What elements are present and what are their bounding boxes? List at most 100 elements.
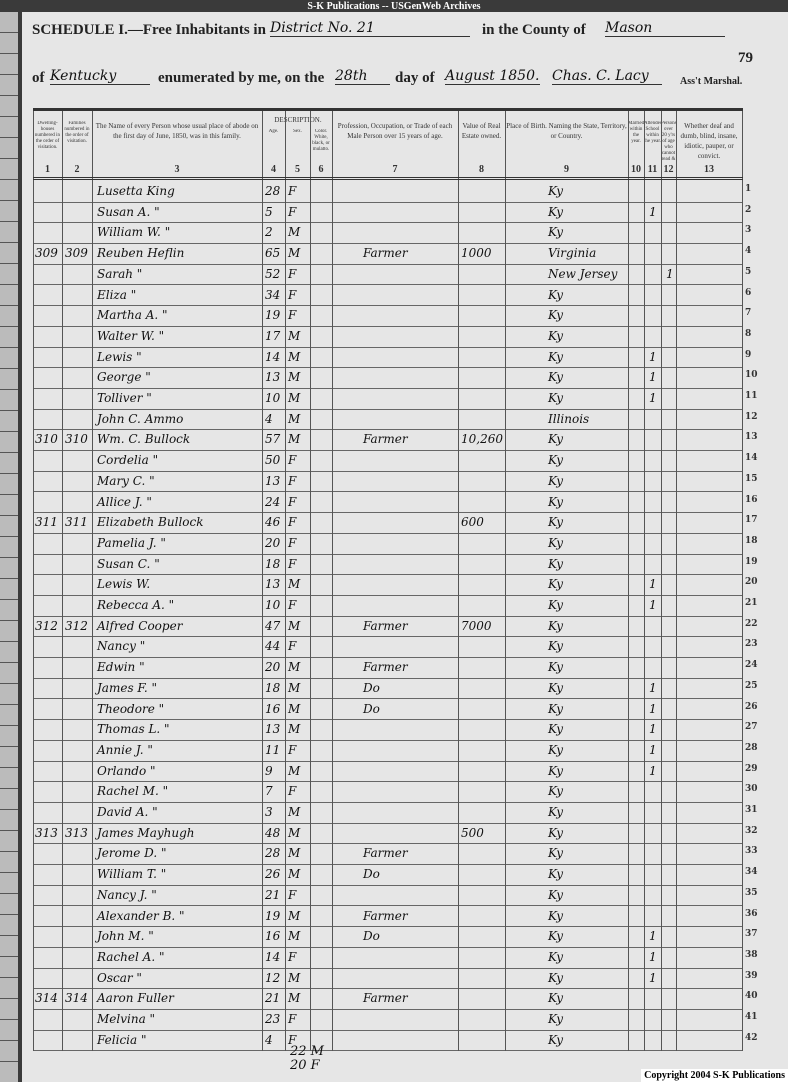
column-rule [62, 111, 63, 1051]
copyright-notice: Copyright 2004 S-K Publications [641, 1069, 788, 1082]
person-name: George " [97, 370, 151, 385]
sex: M [288, 970, 301, 985]
age: 65 [265, 246, 281, 261]
table-row: Thomas L. " 13 M Ky 1 27 [33, 719, 758, 741]
table-row: Lusetta King 28 F Ky 1 [33, 181, 751, 203]
table-row: Mary C. " 13 F Ky 15 [33, 471, 758, 493]
table-row: Pamelia J. " 20 F Ky 18 [33, 533, 758, 555]
age: 5 [265, 204, 273, 219]
line-number: 18 [745, 535, 758, 546]
age: 13 [265, 370, 281, 385]
sex: M [288, 246, 301, 261]
table-row: John M. " 16 M Do Ky 1 37 [33, 926, 758, 948]
day-value: 28th [335, 68, 390, 85]
line-number: 36 [745, 908, 758, 919]
age: 18 [265, 680, 281, 695]
column-rule [661, 111, 662, 1051]
person-name: Melvina " [97, 1012, 156, 1026]
person-name: Elizabeth Bullock [97, 515, 204, 530]
line-number: 16 [745, 494, 758, 505]
attended-school: 1 [649, 742, 657, 757]
dwelling-number: 309 [35, 246, 58, 261]
age: 52 [265, 266, 281, 281]
age: 13 [265, 577, 281, 592]
line-number: 25 [745, 680, 758, 691]
table-row: Allice J. " 24 F Ky 16 [33, 492, 758, 514]
column-rule [310, 111, 311, 1051]
occupation: Do [363, 929, 380, 944]
sex: M [288, 391, 301, 405]
person-name: Mary C. " [97, 473, 155, 488]
table-row: Martha A. " 19 F Ky 7 [33, 305, 751, 327]
table-row: Sarah " 52 F New Jersey 1 5 [33, 264, 751, 286]
table-row: 311 311 Elizabeth Bullock 46 F 600 Ky 17 [33, 512, 758, 534]
column-number-11: 11 [647, 164, 658, 175]
table-row: Tolliver " 10 M Ky 1 11 [33, 388, 758, 410]
age: 46 [265, 515, 281, 530]
table-row: 310 310 Wm. C. Bullock 57 M Farmer 10,260 Ky 13 [33, 429, 758, 452]
column-header-10: Married within the year. [628, 121, 644, 144]
column-header-5: Sex. [293, 129, 302, 134]
sex: F [288, 887, 297, 902]
age: 12 [265, 970, 281, 985]
family-number: 311 [65, 515, 88, 530]
real-estate-value: 10,260 [461, 432, 503, 447]
column-rule [742, 111, 743, 1051]
person-name: Lusetta King [97, 184, 175, 198]
line-number: 40 [745, 991, 758, 1002]
person-name: Reuben Heflin [97, 246, 185, 261]
sex: M [288, 349, 301, 364]
table-row: 314 314 Aaron Fuller 21 M Farmer Ky 40 [33, 988, 758, 1010]
column-number-1: 1 [45, 164, 50, 175]
occupation: Do [363, 867, 380, 882]
person-name: Sarah " [97, 266, 143, 281]
birthplace: Ky [548, 680, 563, 695]
age: 14 [265, 949, 281, 964]
archive-banner: S-K Publications -- USGenWeb Archives [307, 1, 481, 12]
line-number: 1 [745, 184, 752, 194]
column-header-11: Attended School within the year. [644, 121, 661, 144]
attended-school: 1 [649, 349, 657, 364]
line-number: 31 [745, 805, 758, 815]
month-year-value: August 1850. [445, 68, 540, 85]
birthplace: Ky [548, 701, 563, 716]
dwelling-number: 310 [35, 432, 58, 447]
birthplace: Ky [548, 970, 563, 985]
attended-school: 1 [649, 763, 657, 778]
occupation: Farmer [363, 908, 408, 923]
adjacent-page-edge [0, 12, 18, 1082]
birthplace: Ky [548, 370, 563, 385]
person-name: Walter W. " [97, 328, 165, 343]
birthplace: Ky [548, 618, 563, 633]
column-number-13: 13 [704, 164, 714, 175]
birthplace: Ky [548, 598, 563, 612]
real-estate-value: 1000 [461, 246, 492, 261]
table-row: William W. " 2 M Ky 3 [33, 222, 751, 245]
sex: M [288, 763, 301, 778]
sex: F [288, 494, 297, 509]
column-header-1: Dwelling-houses numbered in the order of… [34, 121, 61, 150]
marshal-signature: Chas. C. Lacy [552, 68, 662, 85]
table-row: Nancy J. " 21 F Ky 35 [33, 885, 758, 907]
birthplace: New Jersey [548, 266, 618, 281]
birthplace: Virginia [548, 246, 597, 261]
column-rule [458, 111, 459, 1051]
birthplace: Ky [548, 328, 563, 343]
age: 48 [265, 825, 281, 840]
line-number: 11 [745, 391, 758, 401]
age: 26 [265, 867, 281, 882]
column-rule [332, 111, 333, 1051]
age: 57 [265, 432, 281, 447]
sex: F [288, 639, 297, 654]
person-name: Annie J. " [97, 742, 153, 757]
age: 14 [265, 349, 281, 364]
age: 13 [265, 722, 281, 737]
line-number: 37 [745, 929, 758, 940]
real-estate-value: 500 [461, 825, 484, 840]
birthplace: Ky [548, 494, 563, 509]
column-number-2: 2 [74, 164, 80, 175]
sex: F [288, 949, 297, 964]
table-row: Orlando " 9 M Ky 1 29 [33, 761, 758, 783]
birthplace: Illinois [548, 411, 590, 426]
table-row: Rachel A. " 14 F Ky 1 38 [33, 947, 758, 969]
